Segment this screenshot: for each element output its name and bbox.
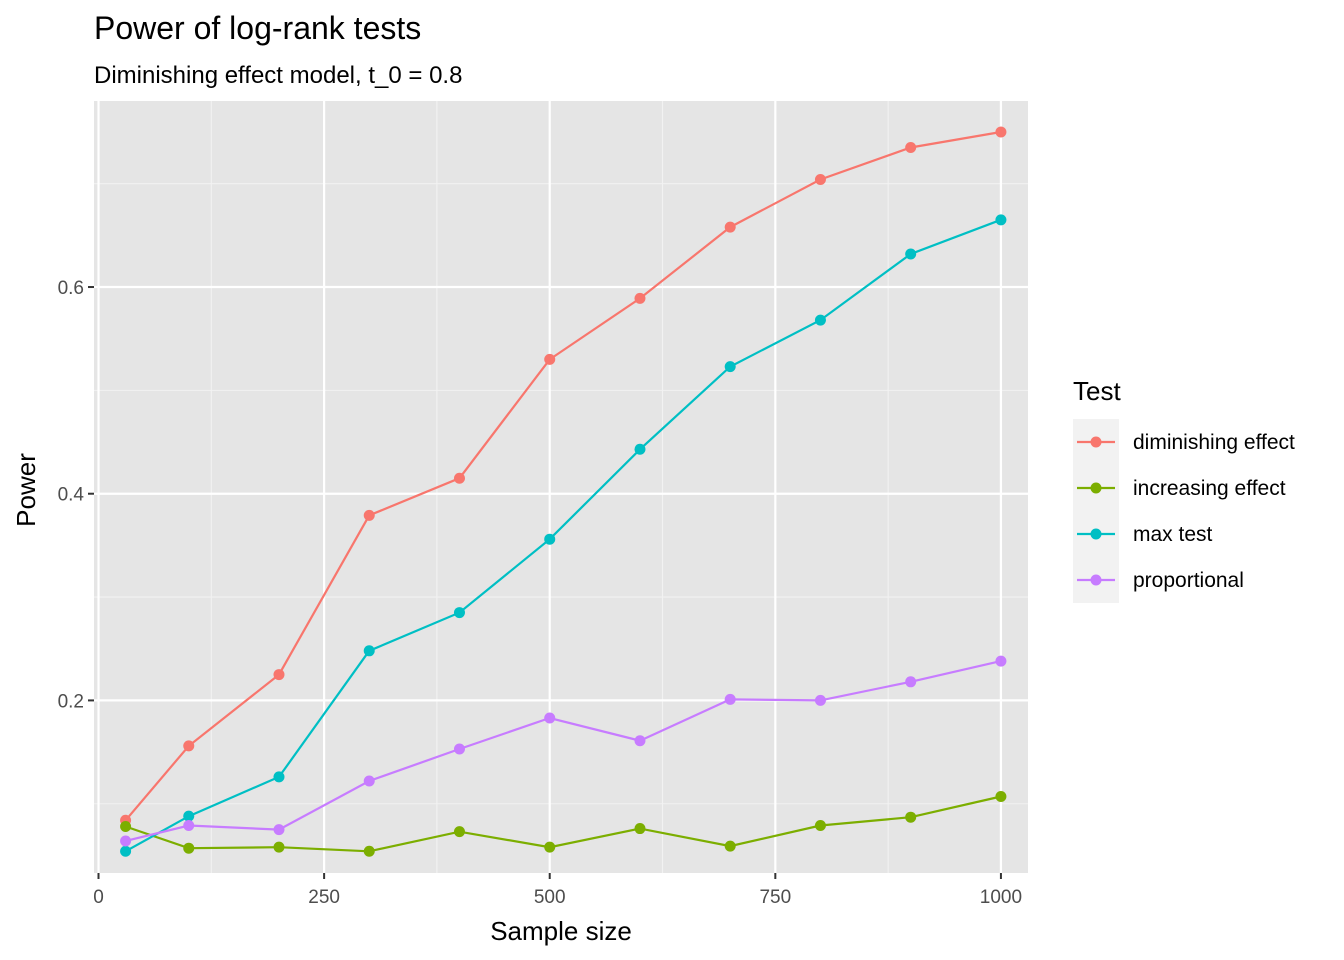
data-point-proportional: [183, 819, 195, 831]
data-point-increasing-effect: [724, 840, 736, 852]
data-point-diminishing-effect: [634, 292, 646, 304]
data-point-max-test: [724, 361, 736, 373]
data-point-proportional: [273, 824, 285, 836]
legend-key-point: [1090, 528, 1102, 540]
chart-title: Power of log-rank tests: [94, 10, 421, 46]
legend-key-point: [1090, 436, 1102, 448]
data-point-diminishing-effect: [453, 472, 465, 484]
legend-label: max test: [1133, 523, 1213, 546]
data-point-increasing-effect: [814, 819, 826, 831]
data-point-max-test: [453, 607, 465, 619]
data-point-proportional: [905, 676, 917, 688]
data-point-proportional: [634, 735, 646, 747]
data-point-increasing-effect: [183, 842, 195, 854]
y-tick-label: 0.2: [58, 691, 84, 712]
y-tick-label: 0.6: [58, 278, 84, 299]
series-layer: [120, 126, 1007, 857]
data-point-max-test: [183, 810, 195, 822]
x-tick-label: 500: [534, 887, 566, 908]
legend-title: Test: [1073, 376, 1121, 406]
data-point-max-test: [814, 314, 826, 326]
data-point-increasing-effect: [120, 820, 132, 832]
data-point-diminishing-effect: [273, 669, 285, 681]
data-point-proportional: [363, 775, 375, 787]
x-tick-label: 1000: [980, 887, 1022, 908]
legend-key-point: [1090, 482, 1102, 494]
x-tick-label: 0: [93, 887, 104, 908]
data-point-proportional: [544, 712, 556, 724]
y-axis: 0.2 0.4 0.6: [58, 278, 94, 712]
legend-item-diminishing-effect: diminishing effect: [1073, 419, 1295, 465]
data-point-max-test: [120, 845, 132, 857]
data-point-diminishing-effect: [183, 740, 195, 752]
data-point-diminishing-effect: [995, 126, 1007, 138]
data-point-diminishing-effect: [363, 509, 375, 521]
data-point-max-test: [634, 443, 646, 455]
x-tick-label: 250: [308, 887, 340, 908]
x-tick-label: 750: [759, 887, 791, 908]
legend-item-proportional: proportional: [1073, 557, 1244, 603]
data-point-diminishing-effect: [814, 174, 826, 186]
data-point-max-test: [363, 645, 375, 657]
data-point-diminishing-effect: [724, 221, 736, 233]
y-tick-label: 0.4: [58, 485, 85, 506]
data-point-max-test: [905, 248, 917, 260]
data-point-increasing-effect: [273, 841, 285, 853]
legend-item-increasing-effect: increasing effect: [1073, 465, 1286, 511]
data-point-increasing-effect: [453, 826, 465, 838]
data-point-max-test: [995, 214, 1007, 226]
x-axis: 0 250 500 750 1000: [93, 873, 1022, 908]
legend-label: proportional: [1133, 569, 1244, 592]
grid-major: [94, 101, 1028, 873]
legend-item-max-test: max test: [1073, 511, 1213, 557]
data-point-increasing-effect: [995, 791, 1007, 803]
data-point-diminishing-effect: [905, 142, 917, 154]
data-point-max-test: [544, 533, 556, 545]
data-point-increasing-effect: [363, 845, 375, 857]
data-point-increasing-effect: [634, 823, 646, 835]
legend: diminishing effect increasing effect max t…: [1073, 419, 1295, 603]
plot-panel: [94, 101, 1028, 873]
legend-label: increasing effect: [1133, 477, 1286, 500]
y-axis-title: Power: [11, 453, 41, 527]
x-axis-title: Sample size: [490, 916, 632, 946]
data-point-proportional: [453, 743, 465, 755]
data-point-diminishing-effect: [544, 353, 556, 365]
data-point-proportional: [120, 835, 132, 847]
legend-label: diminishing effect: [1133, 431, 1295, 454]
data-point-proportional: [995, 655, 1007, 667]
data-point-increasing-effect: [905, 811, 917, 823]
chart-subtitle: Diminishing effect model, t_0 = 0.8: [94, 62, 462, 89]
data-point-proportional: [814, 694, 826, 706]
data-point-max-test: [273, 771, 285, 783]
data-point-increasing-effect: [544, 841, 556, 853]
legend-key-point: [1090, 574, 1102, 586]
data-point-proportional: [724, 693, 736, 705]
